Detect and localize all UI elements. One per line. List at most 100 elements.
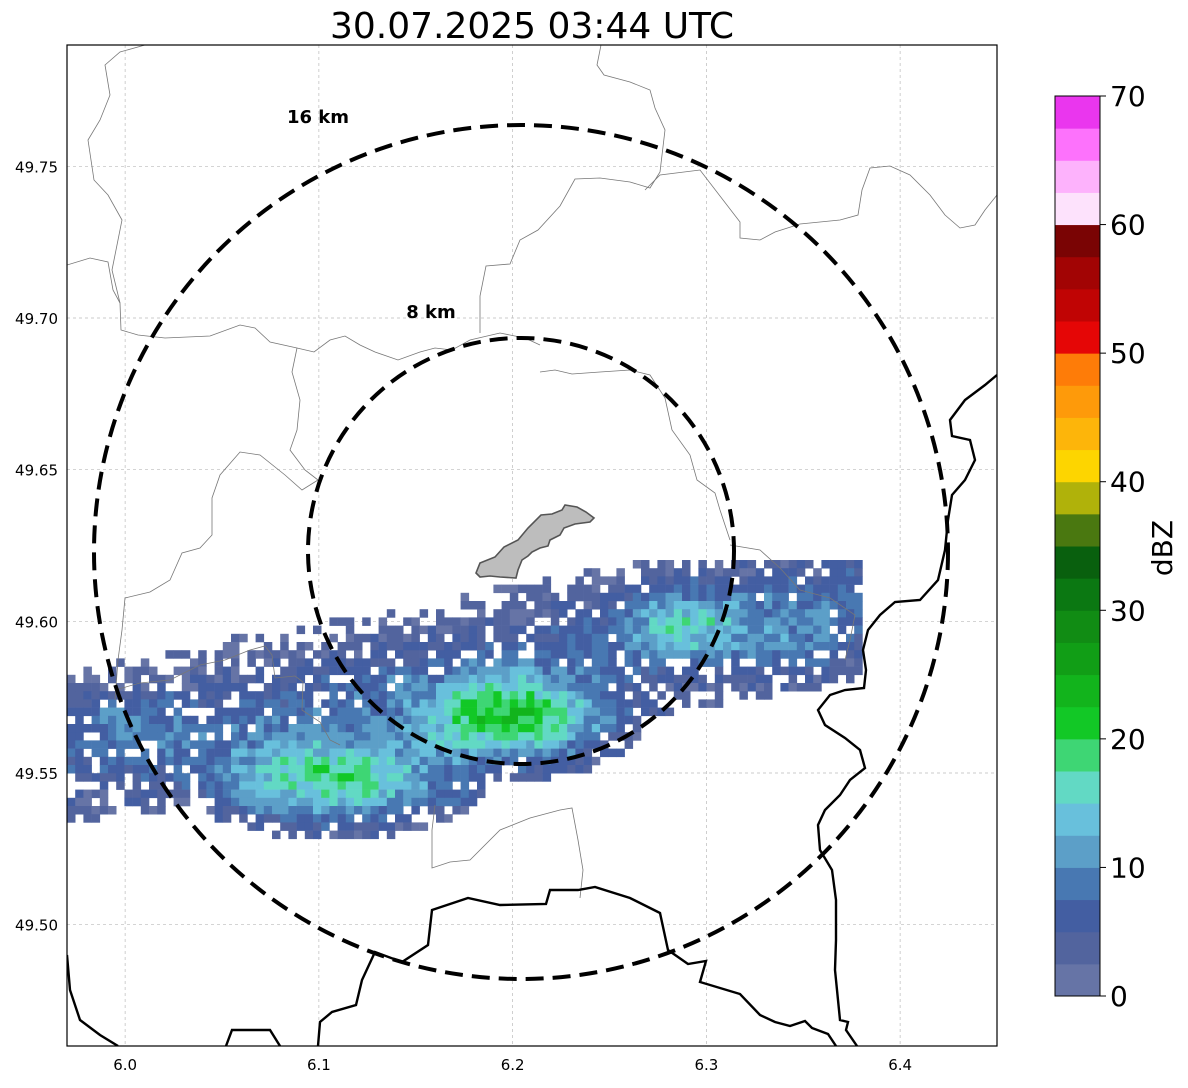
radar-pixel — [140, 765, 150, 774]
radar-pixel — [140, 707, 150, 717]
radar-pixel — [222, 642, 232, 651]
radar-pixel — [731, 601, 740, 610]
radar-pixel — [780, 625, 789, 635]
radar-pixel — [493, 765, 502, 774]
radar-pixel — [780, 666, 789, 676]
radar-pixel — [846, 560, 855, 569]
radar-pixel — [329, 650, 338, 659]
colorbar-segment — [1055, 546, 1100, 579]
radar-pixel — [608, 650, 617, 659]
radar-pixel — [288, 699, 297, 708]
radar-pixel — [780, 592, 789, 602]
radar-pixel — [313, 765, 322, 774]
radar-pixel — [616, 691, 625, 700]
radar-pixel — [608, 674, 617, 684]
radar-pixel — [288, 658, 297, 667]
radar-pixel — [313, 666, 322, 676]
radar-pixel — [288, 707, 297, 717]
radar-pixel — [99, 765, 109, 774]
radar-pixel — [149, 715, 158, 725]
radar-pixel — [575, 633, 584, 643]
radar-pixel — [345, 765, 355, 774]
radar-pixel — [559, 740, 568, 749]
radar-pixel — [460, 683, 470, 692]
radar-pixel — [239, 765, 248, 774]
radar-pixel — [591, 724, 601, 733]
radar-pixel — [444, 650, 453, 659]
radar-pixel — [436, 707, 445, 717]
radar-pixel — [518, 707, 527, 717]
radar-pixel — [157, 732, 166, 741]
radar-pixel — [649, 650, 658, 659]
radar-pixel — [345, 707, 355, 717]
radar-pixel — [108, 691, 117, 700]
radar-pixel — [813, 633, 822, 643]
radar-pixel — [378, 691, 388, 700]
radar-pixel — [436, 699, 445, 708]
radar-pixel — [362, 797, 371, 807]
radar-pixel — [813, 584, 822, 594]
radar-pixel — [444, 617, 453, 626]
radar-pixel — [280, 797, 289, 807]
radar-pixel — [632, 683, 642, 692]
radar-pixel — [632, 732, 642, 741]
radar-pixel — [329, 789, 338, 799]
radar-pixel — [214, 650, 224, 659]
radar-pixel — [837, 576, 847, 585]
radar-pixel — [616, 592, 625, 602]
radar-pixel — [386, 806, 396, 815]
radar-pixel — [690, 625, 699, 635]
radar-pixel — [493, 617, 502, 626]
radar-pixel — [91, 715, 101, 725]
radar-pixel — [411, 707, 420, 717]
radar-pixel — [403, 633, 412, 643]
radar-pixel — [280, 683, 289, 692]
radar-pixel — [198, 748, 207, 758]
radar-pixel — [846, 674, 855, 684]
radar-pixel — [509, 666, 519, 676]
radar-pixel — [805, 592, 814, 602]
radar-pixel — [518, 724, 527, 733]
radar-pixel — [411, 773, 420, 782]
radar-pixel — [739, 683, 748, 692]
radar-pixel — [239, 748, 248, 758]
radar-pixel — [75, 756, 84, 766]
radar-pixel — [263, 642, 273, 651]
radar-pixel — [460, 674, 470, 684]
radar-pixel — [395, 642, 404, 651]
radar-pixel — [501, 625, 511, 635]
radar-pixel — [567, 724, 576, 733]
radar-pixel — [854, 666, 863, 676]
radar-pixel — [272, 748, 281, 758]
radar-pixel — [534, 658, 543, 667]
radar-pixel — [239, 674, 248, 684]
radar-pixel — [83, 699, 92, 708]
radar-pixel — [345, 756, 355, 766]
radar-pixel — [83, 674, 92, 684]
radar-pixel — [337, 814, 347, 823]
radar-pixel — [239, 789, 248, 799]
radar-pixel — [263, 781, 273, 790]
radar-pixel — [362, 765, 371, 774]
radar-pixel — [198, 756, 207, 766]
radar-pixel — [149, 773, 158, 782]
radar-pixel — [542, 633, 552, 643]
radar-pixel — [600, 707, 609, 717]
radar-pixel — [477, 773, 486, 782]
radar-pixel — [632, 601, 642, 610]
radar-pixel — [682, 609, 691, 618]
radar-pixel — [337, 797, 347, 807]
radar-pixel — [477, 732, 486, 741]
radar-pixel — [550, 592, 560, 602]
radar-pixel — [706, 617, 716, 626]
radar-pixel — [272, 797, 281, 807]
radar-pixel — [583, 625, 593, 635]
radar-pixel — [206, 740, 215, 749]
radar-pixel — [296, 666, 306, 676]
radar-pixel — [132, 789, 142, 799]
radar-pixel — [272, 650, 281, 659]
radar-pixel — [255, 724, 265, 733]
radar-pixel — [436, 658, 445, 667]
radar-pixel — [263, 756, 273, 766]
